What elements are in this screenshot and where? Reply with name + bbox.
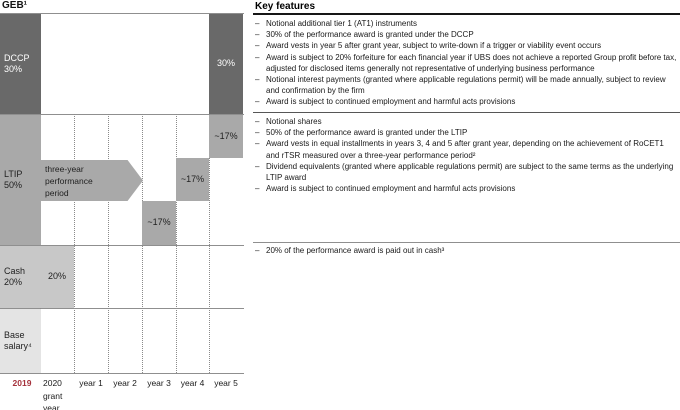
chart-top-rule xyxy=(0,13,244,14)
ltip-vest-block-year4: ~17% xyxy=(176,158,209,201)
feature-item: – 20% of the performance award is paid o… xyxy=(255,245,679,256)
dash-bullet: – xyxy=(255,52,260,62)
gridline-year2 xyxy=(108,114,109,373)
feature-item: – Award vests in year 5 after grant year… xyxy=(255,40,679,51)
dash-bullet: – xyxy=(255,128,260,138)
dash-bullet: – xyxy=(255,41,260,51)
feature-item: – Notional interest payments (granted wh… xyxy=(255,74,679,96)
feature-text: 50% of the performance award is granted … xyxy=(266,128,468,138)
axis-label-2019: 2019 xyxy=(12,378,32,388)
feature-item: – Notional shares xyxy=(255,116,679,127)
chart-axis-rule xyxy=(0,373,244,374)
feature-item: – Award is subject to continued employme… xyxy=(255,96,679,107)
feature-text: Award is subject to 20% forfeiture for e… xyxy=(266,52,677,73)
dash-bullet: – xyxy=(255,246,260,255)
vesting-chart: GEB¹ DCCP 30% 30% LTIP 50% three-year pe… xyxy=(0,0,245,410)
axis-label-year1: year 1 xyxy=(79,378,103,388)
feature-text: Notional interest payments (granted wher… xyxy=(266,75,666,96)
dash-bullet: – xyxy=(255,139,260,149)
dccp-row-label: DCCP 30% xyxy=(0,14,41,114)
dash-bullet: – xyxy=(255,97,260,107)
key-features-section-ltip: – Notional shares – 50% of the performan… xyxy=(255,116,679,194)
performance-period-arrow: three-year performance period xyxy=(40,160,143,201)
cash-row-label: Cash 20% xyxy=(0,246,41,308)
base-salary-row-label: Base salary⁴ xyxy=(0,309,41,373)
feature-item: – 50% of the performance award is grante… xyxy=(255,127,679,138)
ltip-vest-block-year5: ~17% xyxy=(209,115,243,158)
feature-text: Award is subject to continued employment… xyxy=(266,184,516,194)
gridline-year4 xyxy=(176,114,177,373)
axis-label-year5: year 5 xyxy=(214,378,238,388)
row-divider-ltip-cash xyxy=(0,245,244,246)
dccp-vest-block-year5: 30% xyxy=(209,14,243,114)
feature-text: Notional shares xyxy=(266,117,322,126)
section-divider-ltip xyxy=(253,112,680,113)
feature-item: – Award is subject to continued employme… xyxy=(255,183,679,194)
feature-item: – Dividend equivalents (granted where ap… xyxy=(255,161,679,183)
feature-text: Notional additional tier 1 (AT1) instrum… xyxy=(266,19,418,28)
feature-item: – 30% of the performance award is grante… xyxy=(255,29,679,40)
feature-text: Award is subject to continued employment… xyxy=(266,97,516,107)
dash-bullet: – xyxy=(255,75,260,85)
gridline-year5 xyxy=(209,114,210,373)
chart-title: GEB¹ xyxy=(2,0,27,11)
axis-label-year2: year 2 xyxy=(113,378,137,388)
gridline-year1 xyxy=(74,114,75,373)
feature-text: Award vests in equal installments in yea… xyxy=(266,139,664,160)
section-divider-cash xyxy=(253,242,680,243)
row-divider-dccp-ltip xyxy=(0,114,244,115)
axis-label-year3: year 3 xyxy=(147,378,171,388)
feature-text: 20% of the performance award is paid out… xyxy=(266,246,445,255)
feature-text: Dividend equivalents (granted where appl… xyxy=(266,161,674,183)
key-features-panel: Key features – Notional additional tier … xyxy=(253,0,680,410)
dash-bullet: – xyxy=(255,117,260,126)
dash-bullet: – xyxy=(255,161,260,171)
key-features-heading: Key features xyxy=(255,1,316,12)
dash-bullet: – xyxy=(255,184,260,194)
ltip-vest-block-year3: ~17% xyxy=(142,201,176,245)
axis-label-grant-year: 2020 grant year xyxy=(43,378,63,410)
key-features-section-dccp: – Notional additional tier 1 (AT1) instr… xyxy=(255,18,679,108)
feature-item: – Award vests in equal installments in y… xyxy=(255,138,679,160)
key-features-top-rule xyxy=(253,13,680,15)
dash-bullet: – xyxy=(255,19,260,28)
cash-grant-block: 20% xyxy=(40,246,74,308)
key-features-section-cash: – 20% of the performance award is paid o… xyxy=(255,245,679,256)
row-divider-cash-base xyxy=(0,308,244,309)
feature-text: Award vests in year 5 after grant year, … xyxy=(266,41,602,51)
axis-label-year4: year 4 xyxy=(180,378,205,388)
feature-item: – Award is subject to 20% forfeiture for… xyxy=(255,52,679,74)
ltip-row-label: LTIP 50% xyxy=(0,115,41,245)
dash-bullet: – xyxy=(255,30,260,40)
feature-text: 30% of the performance award is granted … xyxy=(266,30,474,40)
feature-item: – Notional additional tier 1 (AT1) instr… xyxy=(255,18,679,29)
